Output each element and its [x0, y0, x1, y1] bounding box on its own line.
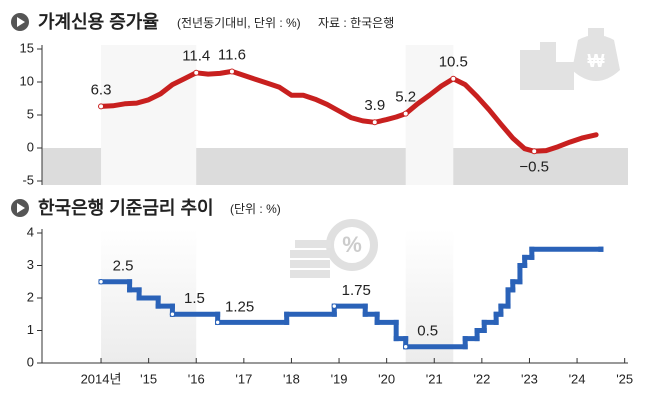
point-marker	[98, 103, 105, 110]
value-label: 6.3	[91, 81, 112, 98]
chart-subtitle: (단위 : %)	[230, 202, 281, 216]
x-tick-label: '20	[378, 371, 395, 386]
title-icon-arrow	[17, 203, 25, 213]
y-tick-label: 2	[27, 289, 34, 304]
value-label: 2.5	[113, 258, 134, 275]
point-marker	[98, 279, 104, 285]
value-label: 5.2	[395, 89, 416, 106]
value-label: 11.6	[218, 46, 246, 63]
value-label: 10.5	[439, 54, 468, 71]
point-marker	[193, 69, 200, 76]
y-tick-label: 10	[20, 73, 34, 88]
chart-subtitle: (전년동기대비, 단위 : %)	[177, 16, 301, 30]
point-marker	[402, 110, 409, 117]
value-label: 1.5	[184, 290, 205, 307]
title-icon-arrow	[17, 17, 25, 27]
highlight-band	[101, 45, 197, 185]
x-tick-label: '15	[140, 371, 157, 386]
icon-won: ₩	[588, 51, 605, 71]
point-marker	[331, 303, 337, 309]
value-label: 1.75	[342, 282, 371, 299]
data-line	[98, 68, 599, 154]
point-marker	[402, 344, 409, 350]
point-marker	[371, 119, 378, 126]
point-marker	[214, 319, 221, 326]
y-tick-label: -5	[22, 172, 34, 187]
point-marker	[169, 311, 176, 317]
icon-buildings	[520, 28, 620, 90]
chart-title: 한국은행 기준금리 추이	[38, 198, 214, 218]
x-tick-label: '17	[235, 371, 252, 386]
value-label: 1.25	[225, 298, 254, 315]
value-label: −0.5	[519, 158, 549, 175]
y-tick-label: 4	[27, 224, 34, 239]
point-marker	[228, 68, 235, 75]
x-tick-label: '19	[331, 371, 348, 386]
chart-title: 가계신용 증가율	[38, 12, 159, 32]
y-tick-label: 0	[27, 354, 34, 369]
highlight-band	[405, 45, 454, 185]
x-tick-label: '24	[569, 371, 586, 386]
chart-source: 자료 : 한국은행	[318, 15, 394, 30]
point-marker	[531, 148, 538, 155]
icon-percent-sign: %	[342, 232, 362, 257]
value-label: 11.4	[182, 48, 210, 65]
x-tick-label: '22	[473, 371, 490, 386]
x-tick-label: '16	[188, 371, 205, 386]
value-label: 3.9	[364, 97, 385, 114]
x-tick-label: '21	[426, 371, 443, 386]
icon-coins	[290, 240, 331, 278]
y-tick-label: 15	[20, 40, 34, 55]
y-tick-label: 5	[27, 106, 34, 121]
y-tick-label: 0	[27, 139, 34, 154]
value-label: 0.5	[417, 323, 438, 340]
x-tick-label: '18	[283, 371, 300, 386]
y-tick-label: 1	[27, 322, 34, 337]
x-tick-label: 2014년	[81, 371, 122, 386]
point-marker	[450, 75, 457, 82]
y-tick-label: 3	[27, 257, 34, 272]
highlight-band	[405, 229, 454, 363]
x-tick-label: '25	[616, 371, 633, 386]
x-tick-label: '23	[521, 371, 538, 386]
